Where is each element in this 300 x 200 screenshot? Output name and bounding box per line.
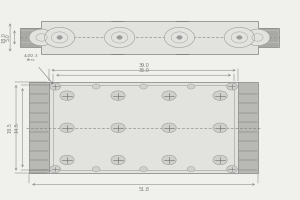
Circle shape: [187, 84, 195, 89]
Circle shape: [60, 123, 74, 133]
Bar: [49, 82, 238, 173]
Circle shape: [224, 27, 254, 48]
Circle shape: [60, 155, 74, 165]
Circle shape: [92, 84, 100, 89]
Text: 14.5: 14.5: [14, 122, 19, 133]
Circle shape: [226, 83, 237, 90]
Text: 51.8: 51.8: [138, 187, 149, 192]
Circle shape: [237, 36, 242, 39]
Circle shape: [117, 36, 122, 39]
Circle shape: [140, 84, 147, 89]
Circle shape: [29, 29, 54, 46]
Circle shape: [245, 29, 270, 46]
Circle shape: [213, 123, 227, 133]
Bar: [20, 28, 41, 47]
Text: 5.0: 5.0: [6, 34, 11, 41]
Bar: [53, 85, 234, 170]
Text: 39.0: 39.0: [138, 63, 149, 68]
Circle shape: [162, 155, 176, 165]
Bar: [29, 82, 49, 173]
Circle shape: [226, 166, 237, 173]
Bar: [258, 28, 278, 47]
Text: 35.0: 35.0: [138, 68, 149, 73]
Circle shape: [60, 91, 74, 100]
Bar: [41, 21, 258, 54]
Circle shape: [164, 27, 195, 48]
Circle shape: [162, 123, 176, 133]
Circle shape: [162, 91, 176, 100]
Circle shape: [177, 36, 182, 39]
Circle shape: [111, 91, 125, 100]
Circle shape: [57, 36, 62, 39]
Circle shape: [104, 27, 135, 48]
Text: 18.5: 18.5: [8, 122, 13, 133]
Circle shape: [50, 166, 61, 173]
Circle shape: [92, 167, 100, 172]
Circle shape: [50, 83, 61, 90]
Circle shape: [111, 155, 125, 165]
Text: 4-Ø2.3
thrs: 4-Ø2.3 thrs: [23, 54, 53, 84]
Circle shape: [111, 123, 125, 133]
Circle shape: [213, 155, 227, 165]
Circle shape: [187, 167, 195, 172]
Circle shape: [213, 91, 227, 100]
Bar: [238, 82, 258, 173]
Circle shape: [140, 167, 147, 172]
Circle shape: [44, 27, 75, 48]
Text: 18.0: 18.0: [2, 32, 7, 43]
